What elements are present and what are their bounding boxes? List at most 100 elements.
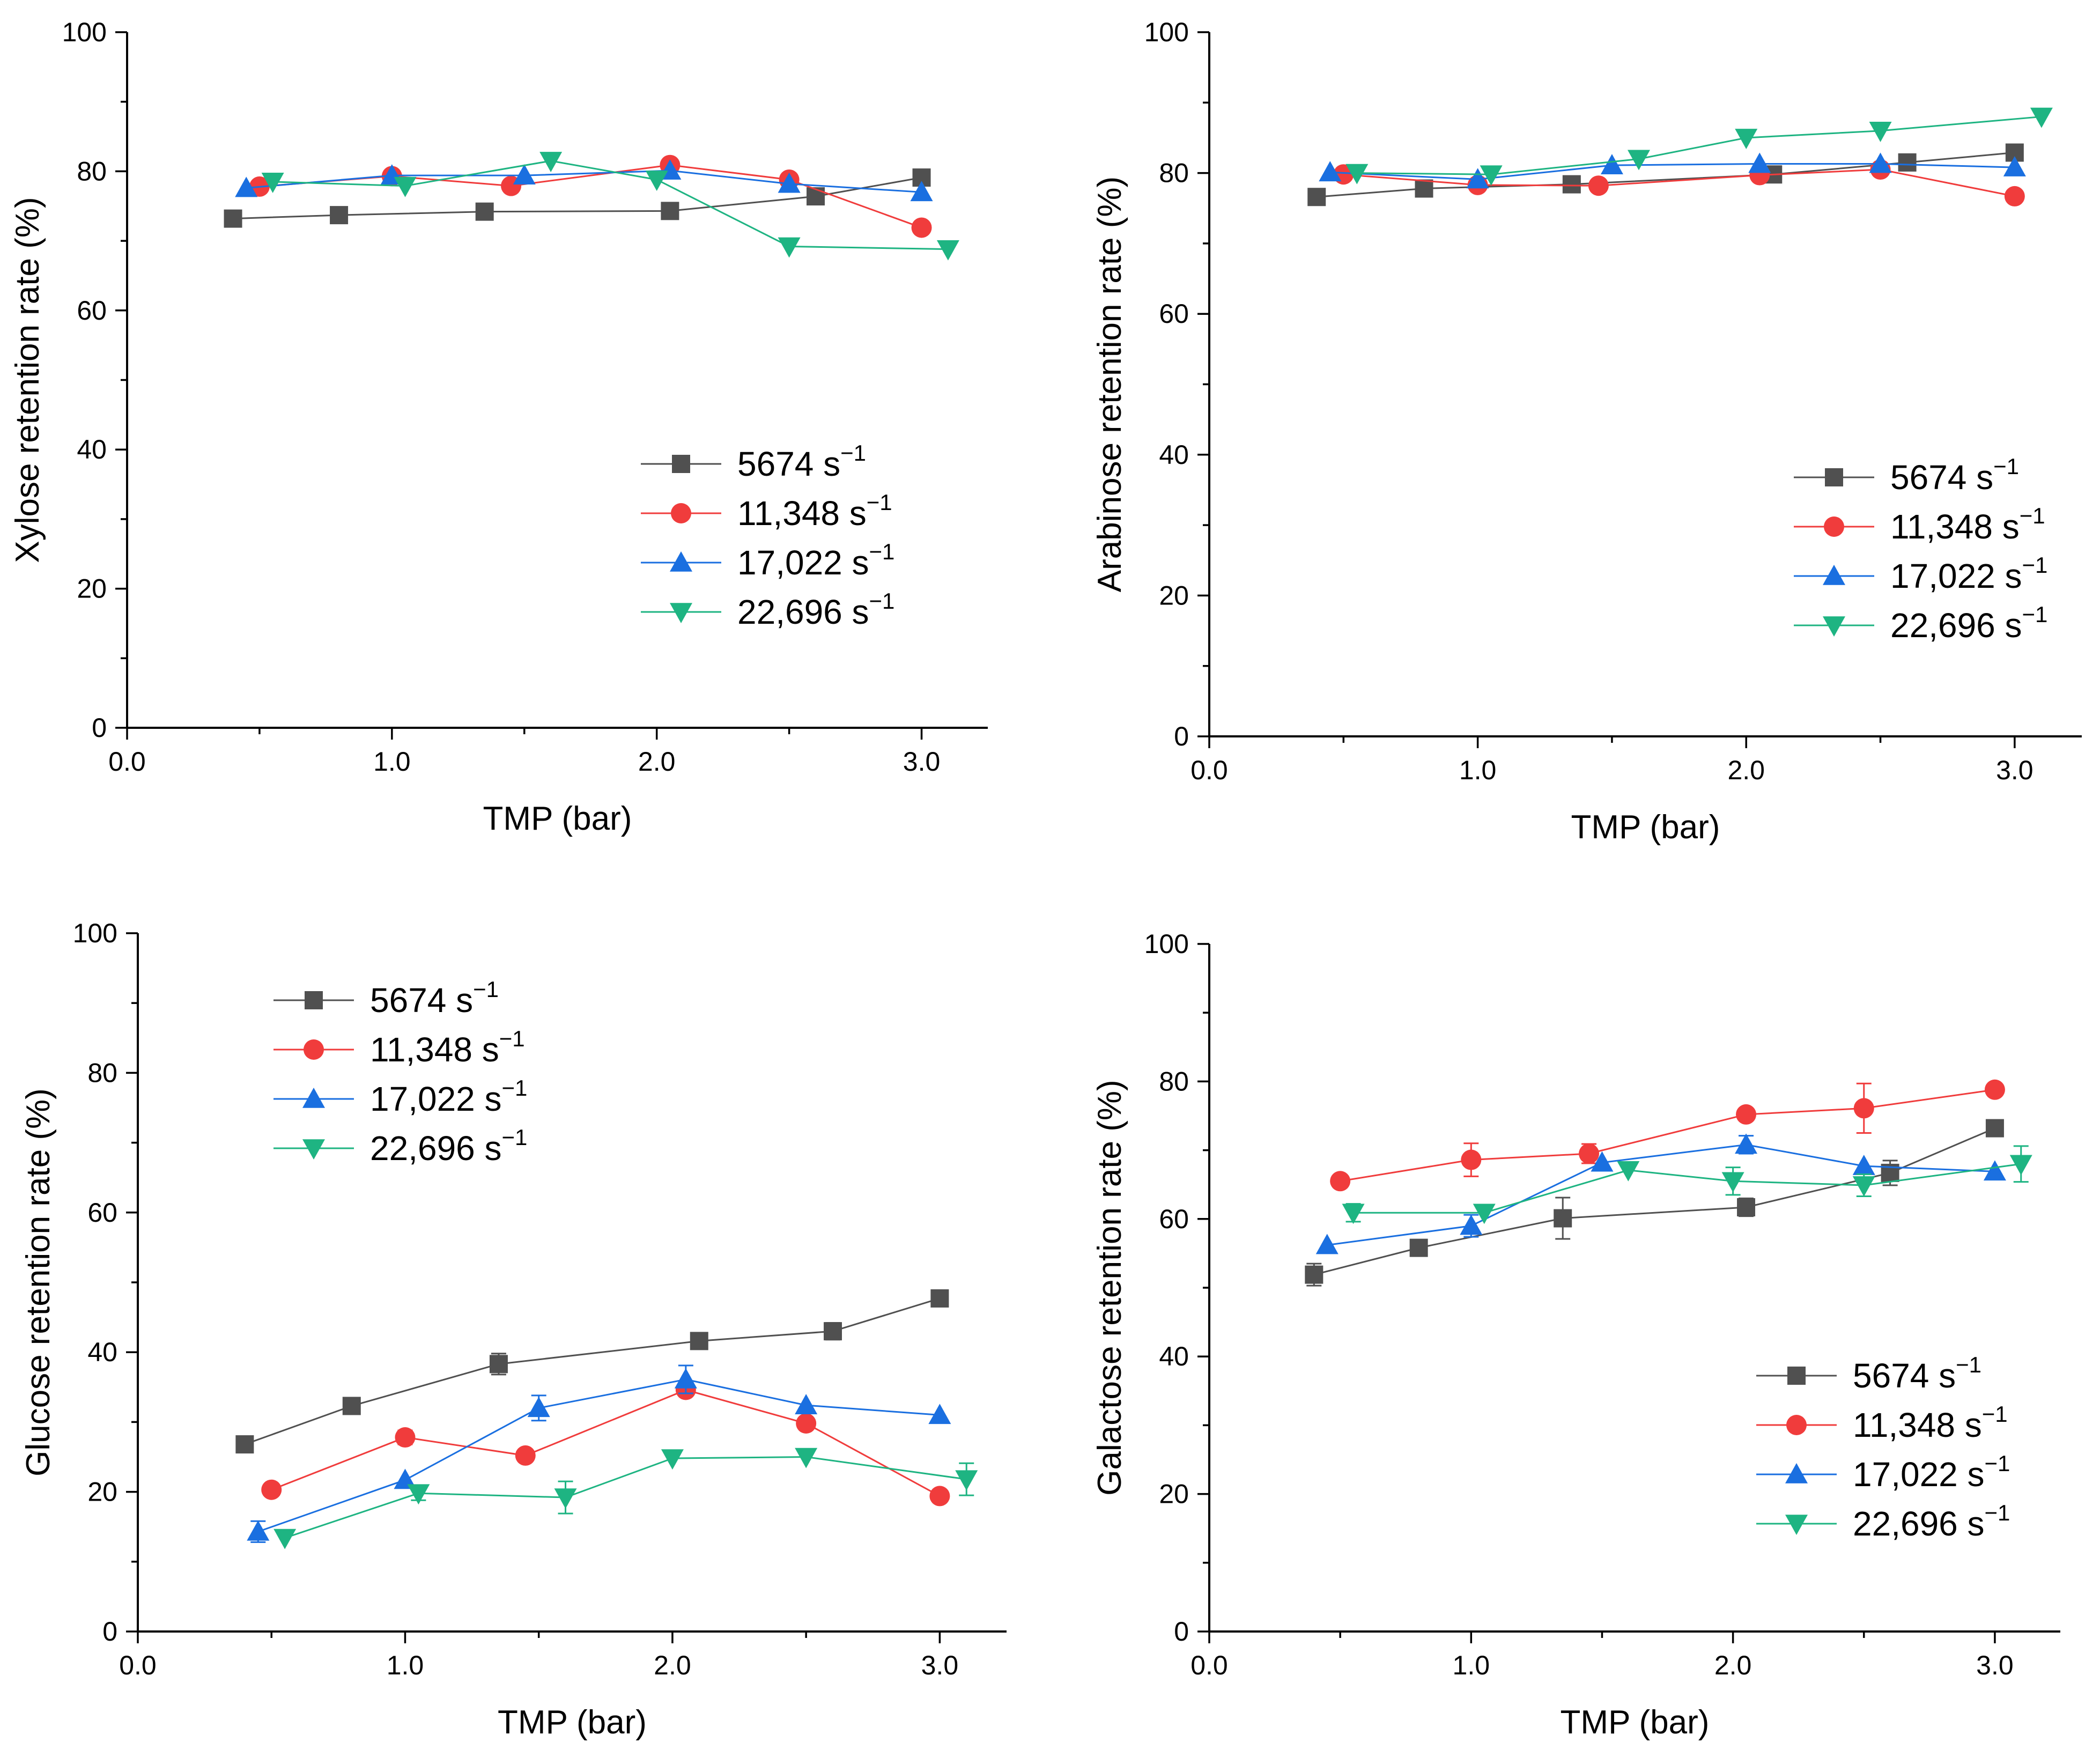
- series-line: [244, 1297, 940, 1445]
- legend-marker: [1786, 1415, 1807, 1435]
- legend-marker: [1824, 516, 1844, 537]
- y-tick-label: 0: [92, 713, 107, 743]
- series-line: [284, 1456, 967, 1539]
- data-point: [273, 1529, 297, 1549]
- y-tick-label: 60: [87, 1198, 117, 1228]
- data-point: [1579, 1143, 1600, 1164]
- data-point: [674, 1368, 697, 1389]
- data-point: [2030, 107, 2053, 128]
- y-tick-label: 60: [1159, 1204, 1189, 1234]
- y-tick-label: 0: [102, 1616, 117, 1647]
- data-point: [824, 1322, 842, 1341]
- series-line: [1353, 1163, 2021, 1214]
- legend-marker: [1785, 1463, 1808, 1483]
- data-point: [539, 152, 563, 172]
- legend-item: 17,022 s−1: [273, 1075, 527, 1118]
- data-point: [394, 176, 417, 197]
- y-tick-label: 80: [87, 1058, 117, 1088]
- data-point: [795, 1394, 818, 1414]
- data-point: [1319, 161, 1342, 182]
- data-point: [1588, 175, 1609, 196]
- x-tick-label: 0.0: [108, 747, 146, 777]
- legend: 5674 s−1 11,348 s−1 17,022 s−1 22,696 s−1: [1756, 1352, 2010, 1543]
- data-point: [1721, 1172, 1744, 1193]
- series-line: [233, 176, 922, 220]
- legend-item: 17,022 s−1: [1756, 1451, 2010, 1494]
- data-point: [1330, 1171, 1351, 1192]
- series-line: [1340, 1089, 1995, 1182]
- x-tick-label: 1.0: [373, 747, 411, 777]
- data-point: [1985, 1119, 2004, 1138]
- legend-label: 5674 s−1: [1853, 1352, 1981, 1395]
- legend-marker: [670, 551, 692, 572]
- data-point: [1554, 1209, 1572, 1228]
- data-point: [1737, 1198, 1756, 1217]
- data-point: [1562, 175, 1581, 194]
- y-tick-label: 80: [1159, 158, 1189, 188]
- series-line: [246, 169, 922, 193]
- y-axis-title: Glucose retention rate (%): [20, 1088, 57, 1477]
- data-point: [1591, 1151, 1614, 1172]
- legend-marker: [671, 503, 691, 523]
- legend-item: 11,348 s−1: [641, 490, 892, 533]
- data-point: [661, 202, 679, 220]
- legend-label: 5674 s−1: [1890, 454, 2019, 497]
- y-axis-title: Xylose retention rate (%): [9, 197, 46, 563]
- series-line: [1327, 1143, 1995, 1246]
- legend-label: 5674 s−1: [737, 440, 866, 483]
- y-tick-label: 20: [1159, 1479, 1189, 1509]
- data-point: [1466, 168, 1489, 189]
- data-point: [2003, 156, 2026, 176]
- data-point: [1984, 1079, 2005, 1100]
- legend-item: 22,696 s−1: [273, 1125, 527, 1168]
- x-axis-title: TMP (bar): [1561, 1704, 1710, 1741]
- y-tick-label: 40: [1159, 440, 1189, 470]
- data-point: [936, 240, 959, 261]
- series-2: [235, 159, 933, 202]
- legend-item: 22,696 s−1: [641, 588, 894, 631]
- y-axis-title: Arabinose retention rate (%): [1091, 176, 1128, 592]
- legend-item: 11,348 s−1: [273, 1026, 525, 1069]
- data-point: [1617, 1161, 1640, 1182]
- data-point: [778, 172, 801, 193]
- x-tick-label: 0.0: [1191, 1650, 1228, 1680]
- data-point: [224, 209, 242, 228]
- data-point: [1898, 153, 1917, 172]
- y-axis-title: Galactose retention rate (%): [1091, 1080, 1128, 1495]
- data-point: [395, 1427, 416, 1448]
- legend-item: 5674 s−1: [1756, 1352, 1981, 1395]
- x-tick-label: 3.0: [921, 1650, 959, 1680]
- x-tick-label: 2.0: [654, 1650, 691, 1680]
- legend-label: 17,022 s−1: [737, 539, 894, 582]
- data-point: [928, 1404, 951, 1424]
- data-point: [2009, 1155, 2032, 1176]
- x-tick-label: 3.0: [1976, 1650, 2014, 1680]
- x-tick-label: 3.0: [1996, 755, 2034, 785]
- data-point: [342, 1397, 361, 1415]
- y-tick-label: 100: [1144, 17, 1189, 47]
- data-point: [1869, 152, 1892, 173]
- data-point: [1735, 1133, 1758, 1154]
- x-axis-title: TMP (bar): [483, 800, 632, 837]
- data-point: [1852, 1155, 1875, 1175]
- panel-galactose: 0.0 1.0 2.0 3.0 0 20 40 60 80 100 TMP (bar) Galacto…: [1091, 929, 2060, 1741]
- data-point: [807, 187, 825, 206]
- y-tick-label: 80: [77, 156, 107, 186]
- y-tick-label: 40: [1159, 1341, 1189, 1371]
- legend-item: 17,022 s−1: [641, 539, 894, 582]
- panel-glucose: 0.0 1.0 2.0 3.0 0 20 40 60 80 100 TMP (bar) Glucose…: [20, 918, 1007, 1741]
- y-tick-label: 60: [77, 296, 107, 326]
- data-point: [1315, 1234, 1339, 1254]
- data-point: [1305, 1265, 1323, 1284]
- data-point: [910, 181, 933, 202]
- y-tick-label: 40: [87, 1337, 117, 1367]
- legend-item: 5674 s−1: [641, 440, 866, 483]
- series-line: [257, 1378, 940, 1533]
- legend-marker: [1825, 468, 1843, 486]
- data-point: [1627, 150, 1650, 171]
- legend-item: 5674 s−1: [273, 977, 499, 1020]
- x-tick-label: 1.0: [387, 1650, 424, 1680]
- data-point: [955, 1470, 978, 1491]
- legend-marker: [304, 1039, 324, 1060]
